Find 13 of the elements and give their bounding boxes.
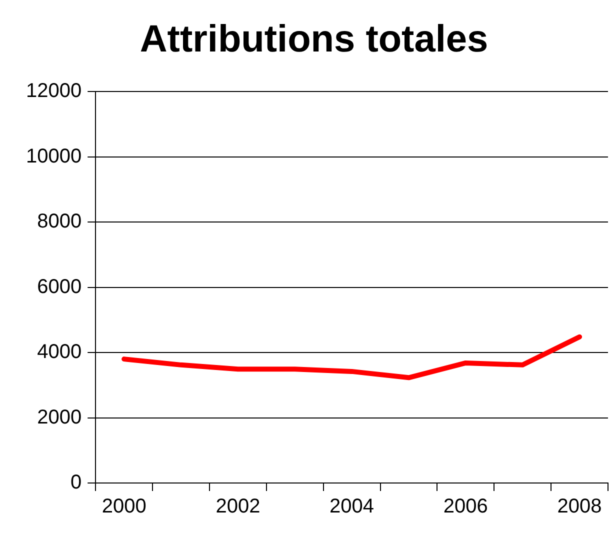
y-tick-label: 6000 [37,276,82,298]
chart-title: Attributions totales [140,18,488,60]
y-tick-label: 8000 [37,210,82,233]
x-tick-label: 2004 [330,496,374,518]
y-tick-label: 2000 [37,406,82,428]
y-tick-label: 12000 [26,80,82,102]
x-tick-label: 2006 [443,496,488,518]
y-tick-label: 10000 [26,145,82,168]
y-tick-label: 4000 [37,341,82,364]
x-tick-label: 2002 [216,496,260,518]
x-tick-label: 2008 [557,496,602,518]
y-tick-label: 0 [70,472,82,494]
x-tick-label: 2000 [102,496,146,518]
